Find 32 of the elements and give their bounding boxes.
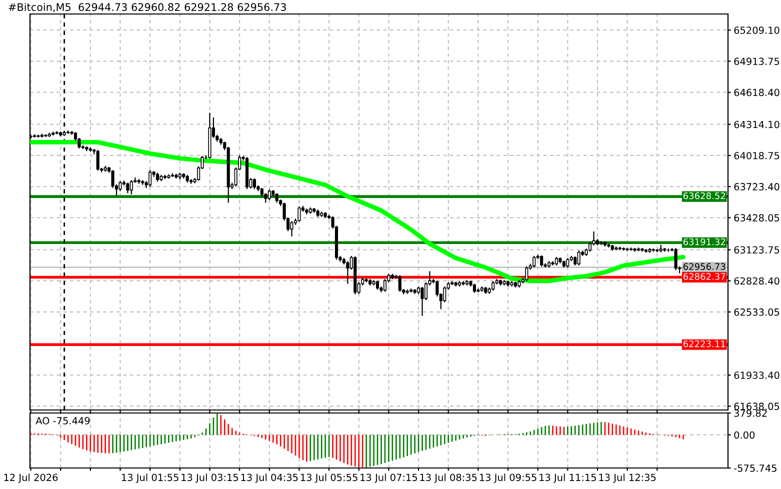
y-tick-label: 379.82: [734, 409, 767, 417]
y-tick-label: 64314.10: [734, 120, 780, 128]
y-tick-label: -575.745: [734, 464, 776, 472]
y-tick-label: 63123.75: [734, 246, 780, 254]
x-tick-label: 13 Jul 12:35: [599, 474, 656, 483]
y-tick-label: 61638.05: [734, 402, 780, 410]
chart-title: #Bitcoin,M5 62944.73 62960.82 62921.28 62956.73: [8, 2, 286, 12]
x-tick-label: 13 Jul 04:35: [241, 474, 298, 483]
x-tick-label: 12 Jul 2026: [4, 474, 58, 483]
ref-line-label: 63628.52: [683, 192, 725, 200]
x-tick-label: 13 Jul 03:15: [182, 474, 238, 483]
ref-line-label: 62223.11: [683, 340, 726, 348]
y-tick-label: 64618.40: [734, 88, 780, 96]
y-tick-label: 62533.05: [734, 308, 780, 316]
x-tick-label: 13 Jul 05:55: [300, 474, 358, 483]
y-tick-label: 63723.40: [734, 183, 780, 190]
x-tick-label: 13 Jul 09:55: [480, 474, 536, 483]
x-tick-label: 13 Jul 08:35: [420, 474, 477, 483]
y-tick-label: 0.00: [734, 431, 755, 439]
y-tick-label: 65209.10: [734, 26, 780, 34]
ref-line-label: 62862.37: [683, 273, 726, 280]
x-tick-label: 13 Jul 11:15: [540, 474, 596, 483]
y-tick-label: 61933.40: [734, 372, 780, 379]
ref-line-label: 63191.32: [683, 238, 725, 246]
y-tick-label: 63428.05: [734, 214, 780, 222]
y-tick-label: 64913.75: [734, 58, 780, 66]
x-tick-label: 13 Jul 07:15: [360, 474, 417, 483]
chart-title: AO -75.449: [36, 417, 90, 424]
ref-line-label: 62956.73: [683, 263, 726, 270]
y-tick-label: 64018.75: [734, 152, 780, 160]
x-tick-label: 13 Jul 01:55: [122, 474, 178, 483]
y-tick-label: 62828.40: [734, 277, 780, 285]
